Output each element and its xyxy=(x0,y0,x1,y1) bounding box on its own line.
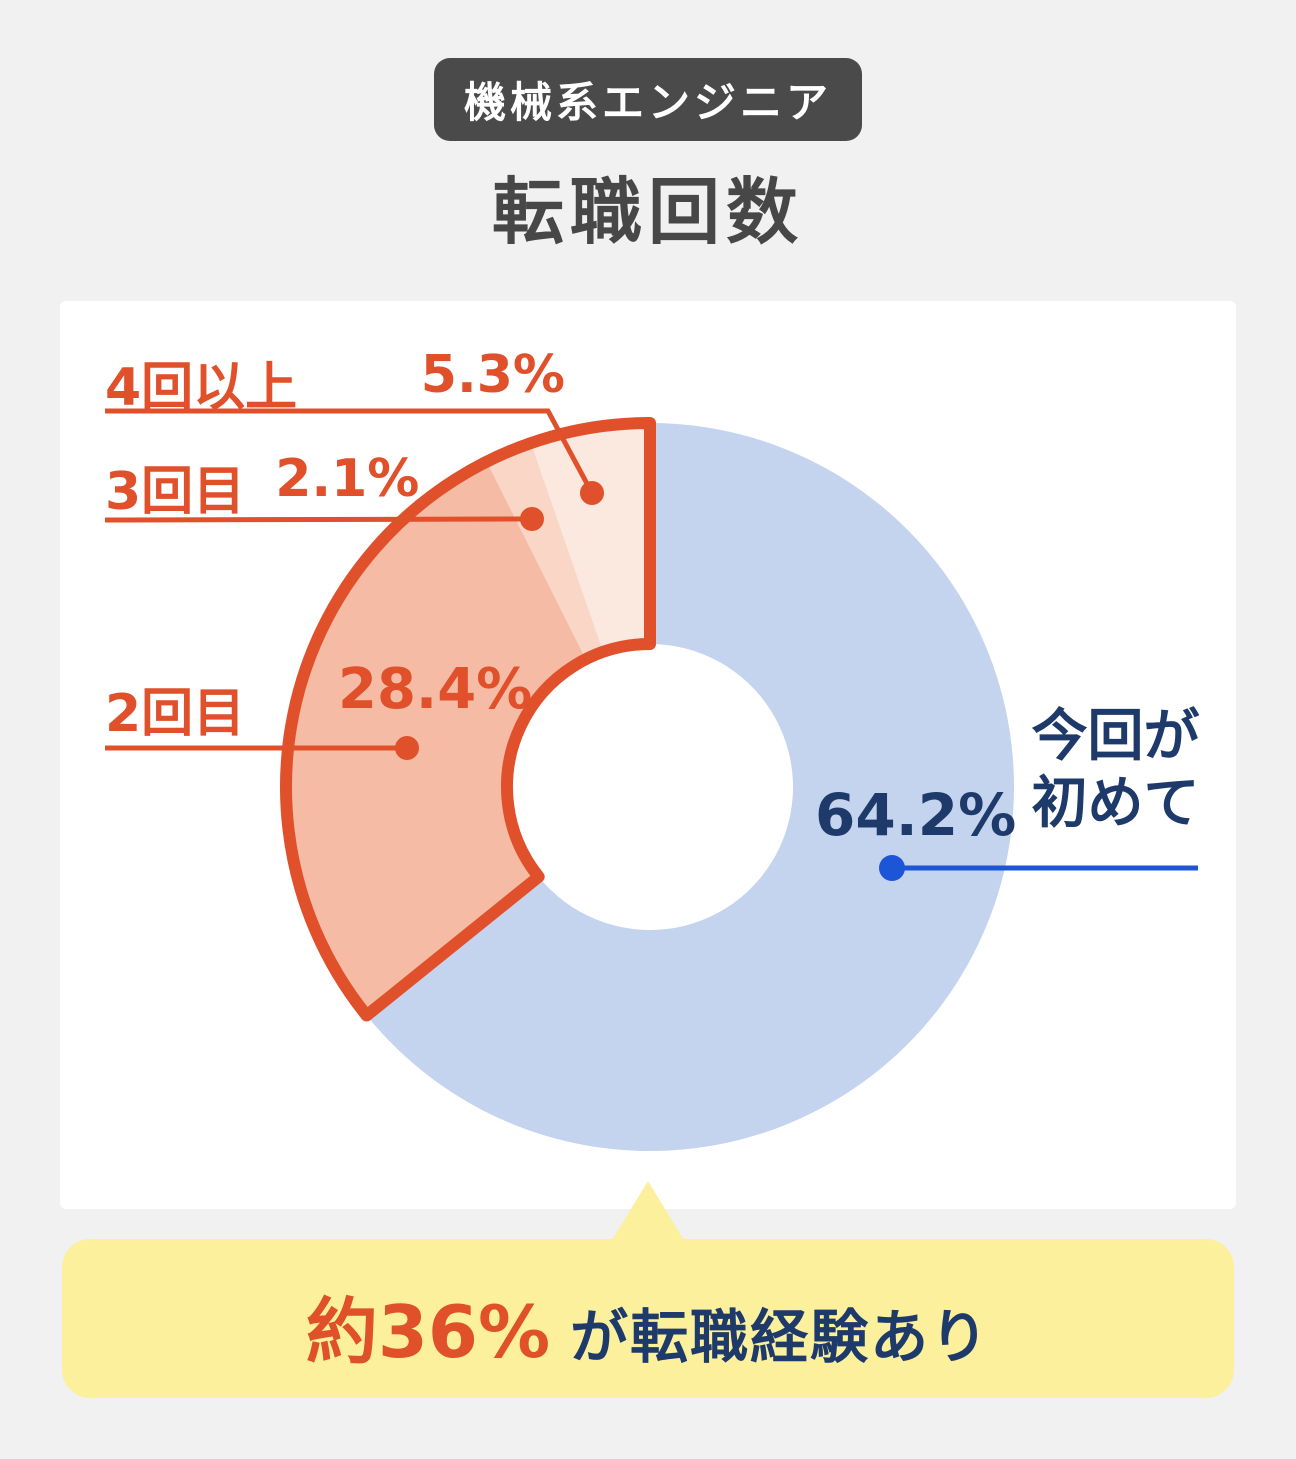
summary-rest: が転職経験あり xyxy=(570,1303,991,1371)
segment-label-first: 今回が 初めて xyxy=(1018,703,1213,837)
segment-value-first: 64.2% xyxy=(815,781,1017,849)
callout-tail xyxy=(612,1181,684,1240)
leader-dot-3rd xyxy=(520,507,544,531)
segment-label-2nd: 2回目 xyxy=(105,684,246,744)
summary-highlight: 約36% xyxy=(305,1290,551,1374)
donut-segment-今回が初めて xyxy=(366,423,1014,1151)
donut-segment-4回以上 xyxy=(531,423,650,652)
summary-text: 約36% が転職経験あり xyxy=(306,1273,990,1378)
donut-segment-3回目 xyxy=(486,442,604,660)
leader-dot-4plus xyxy=(580,481,604,505)
donut-segment-2回目 xyxy=(285,461,586,1016)
category-badge: 機械系エンジニア xyxy=(433,58,862,141)
segment-label-3rd: 3回目 xyxy=(105,462,246,522)
leader-line-3rd xyxy=(104,516,533,523)
donut-segments xyxy=(285,423,1014,1151)
header: 機械系エンジニア 転職回数 xyxy=(0,0,1296,258)
leader-line-4plus xyxy=(105,408,595,495)
segment-value-3rd: 2.1% xyxy=(275,449,420,509)
page-title: 転職回数 xyxy=(491,170,804,254)
segment-value-4plus: 5.3% xyxy=(420,345,565,405)
segment-label-row-3rd: 3回目 2.1% xyxy=(105,449,419,524)
segment-label-first-line2: 初めて xyxy=(1031,771,1200,837)
segment-label-first-line1: 今回が xyxy=(1031,704,1200,769)
segment-label-4plus: 4回以上 xyxy=(105,358,298,418)
leader-dot-2nd xyxy=(395,736,419,760)
experienced-group-outline xyxy=(280,417,656,1022)
segment-value-2nd: 28.4% xyxy=(338,657,533,722)
donut-chart xyxy=(104,408,1198,1151)
chart-card: 4回以上 5.3% 3回目 2.1% 2回目 28.4% 64.2% 今回が 初… xyxy=(60,301,1236,1209)
summary-banner: 約36% が転職経験あり xyxy=(62,1239,1234,1398)
leader-dot-first xyxy=(879,855,905,881)
